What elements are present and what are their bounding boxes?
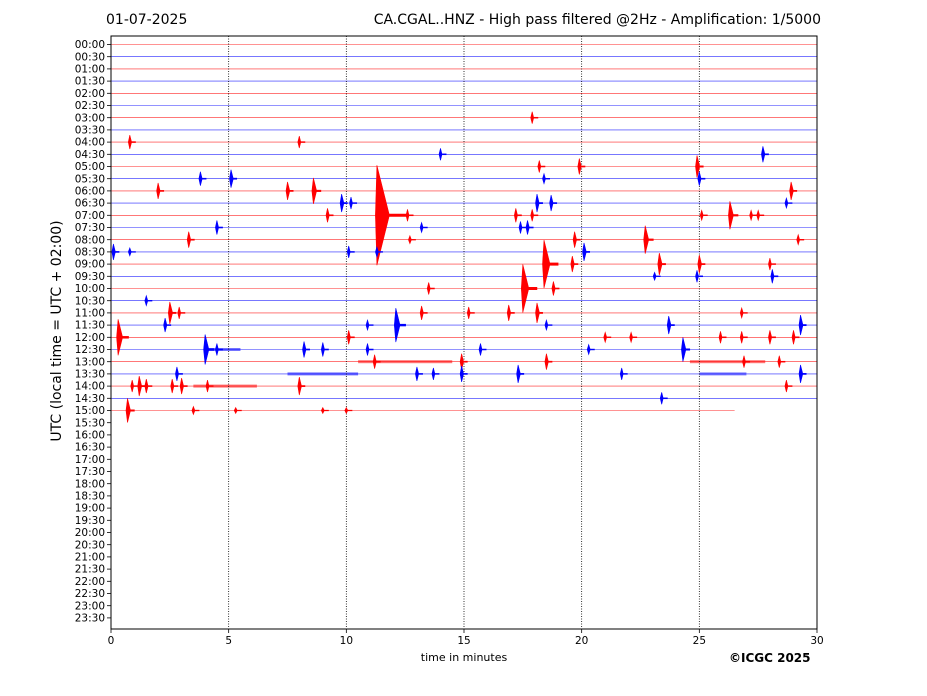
y-tick-label: 09:00	[75, 259, 105, 271]
y-tick-label: 17:30	[75, 466, 105, 478]
y-tick-label: 20:00	[75, 527, 105, 539]
y-tick-label: 16:30	[75, 442, 105, 454]
y-tick-label: 12:30	[75, 344, 105, 356]
y-tick-label: 15:00	[75, 405, 105, 417]
x-tick-label: 25	[693, 635, 706, 647]
y-ticks: 00:0000:3001:0001:3002:0002:3003:0003:30…	[75, 39, 111, 625]
y-tick-label: 05:00	[75, 161, 105, 173]
axes	[110, 35, 818, 630]
x-tick-label: 10	[340, 635, 353, 647]
y-tick-label: 02:30	[75, 100, 105, 112]
noise-band	[358, 360, 453, 364]
y-tick-label: 18:00	[75, 478, 105, 490]
y-tick-label: 17:00	[75, 454, 105, 466]
y-tick-label: 11:00	[75, 308, 105, 320]
y-tick-label: 08:30	[75, 247, 105, 259]
x-ticks: 0 5 10 15 20 25 30	[108, 629, 824, 647]
y-tick-label: 21:00	[75, 552, 105, 564]
y-tick-label: 14:30	[75, 393, 105, 405]
y-tick-label: 07:00	[75, 210, 105, 222]
time-gridlines	[228, 36, 700, 629]
y-tick-label: 10:30	[75, 295, 105, 307]
y-tick-label: 10:00	[75, 283, 105, 295]
noise-band	[699, 372, 747, 376]
y-tick-label: 14:00	[75, 381, 105, 393]
y-tick-label: 23:30	[75, 613, 105, 625]
y-tick-label: 20:30	[75, 539, 105, 551]
y-tick-label: 08:00	[75, 234, 105, 246]
y-tick-label: 13:00	[75, 356, 105, 368]
y-tick-label: 19:00	[75, 503, 105, 515]
y-tick-label: 04:00	[75, 137, 105, 149]
y-tick-label: 19:30	[75, 515, 105, 527]
y-tick-label: 00:00	[75, 39, 105, 51]
y-tick-label: 13:30	[75, 369, 105, 381]
copyright-notice: ©ICGC 2025	[729, 651, 811, 665]
chart-title: CA.CGAL..HNZ - High pass filtered @2Hz -…	[373, 12, 821, 28]
chart-date: 01-07-2025	[106, 12, 188, 28]
x-tick-label: 30	[810, 635, 823, 647]
noise-band	[193, 384, 257, 388]
seismic-events	[111, 111, 807, 423]
x-axis-label: time in minutes	[420, 651, 508, 664]
x-tick-label: 15	[457, 635, 470, 647]
y-tick-label: 03:30	[75, 125, 105, 137]
y-tick-label: 12:00	[75, 332, 105, 344]
y-tick-label: 07:30	[75, 222, 105, 234]
x-tick-label: 20	[575, 635, 588, 647]
y-tick-label: 21:30	[75, 564, 105, 576]
y-tick-label: 23:00	[75, 600, 105, 612]
y-tick-label: 04:30	[75, 149, 105, 161]
y-tick-label: 09:30	[75, 271, 105, 283]
noise-bands	[193, 348, 766, 388]
y-tick-label: 05:30	[75, 173, 105, 185]
y-tick-label: 00:30	[75, 51, 105, 63]
y-tick-label: 22:00	[75, 576, 105, 588]
x-tick-label: 0	[108, 635, 115, 647]
y-tick-label: 22:30	[75, 588, 105, 600]
x-tick-label: 5	[225, 635, 232, 647]
y-tick-label: 18:30	[75, 491, 105, 503]
y-tick-label: 11:30	[75, 320, 105, 332]
noise-band	[287, 372, 359, 376]
y-tick-label: 06:30	[75, 198, 105, 210]
y-tick-label: 01:00	[75, 64, 105, 76]
noise-band	[689, 360, 766, 364]
y-tick-label: 06:00	[75, 186, 105, 198]
y-tick-label: 02:00	[75, 88, 105, 100]
plot-frame	[110, 35, 818, 630]
y-tick-label: 15:30	[75, 417, 105, 429]
y-tick-label: 16:00	[75, 430, 105, 442]
y-tick-label: 03:00	[75, 112, 105, 124]
y-tick-label: 01:30	[75, 76, 105, 88]
y-axis-label: UTC (local time = UTC + 02:00)	[49, 220, 65, 442]
